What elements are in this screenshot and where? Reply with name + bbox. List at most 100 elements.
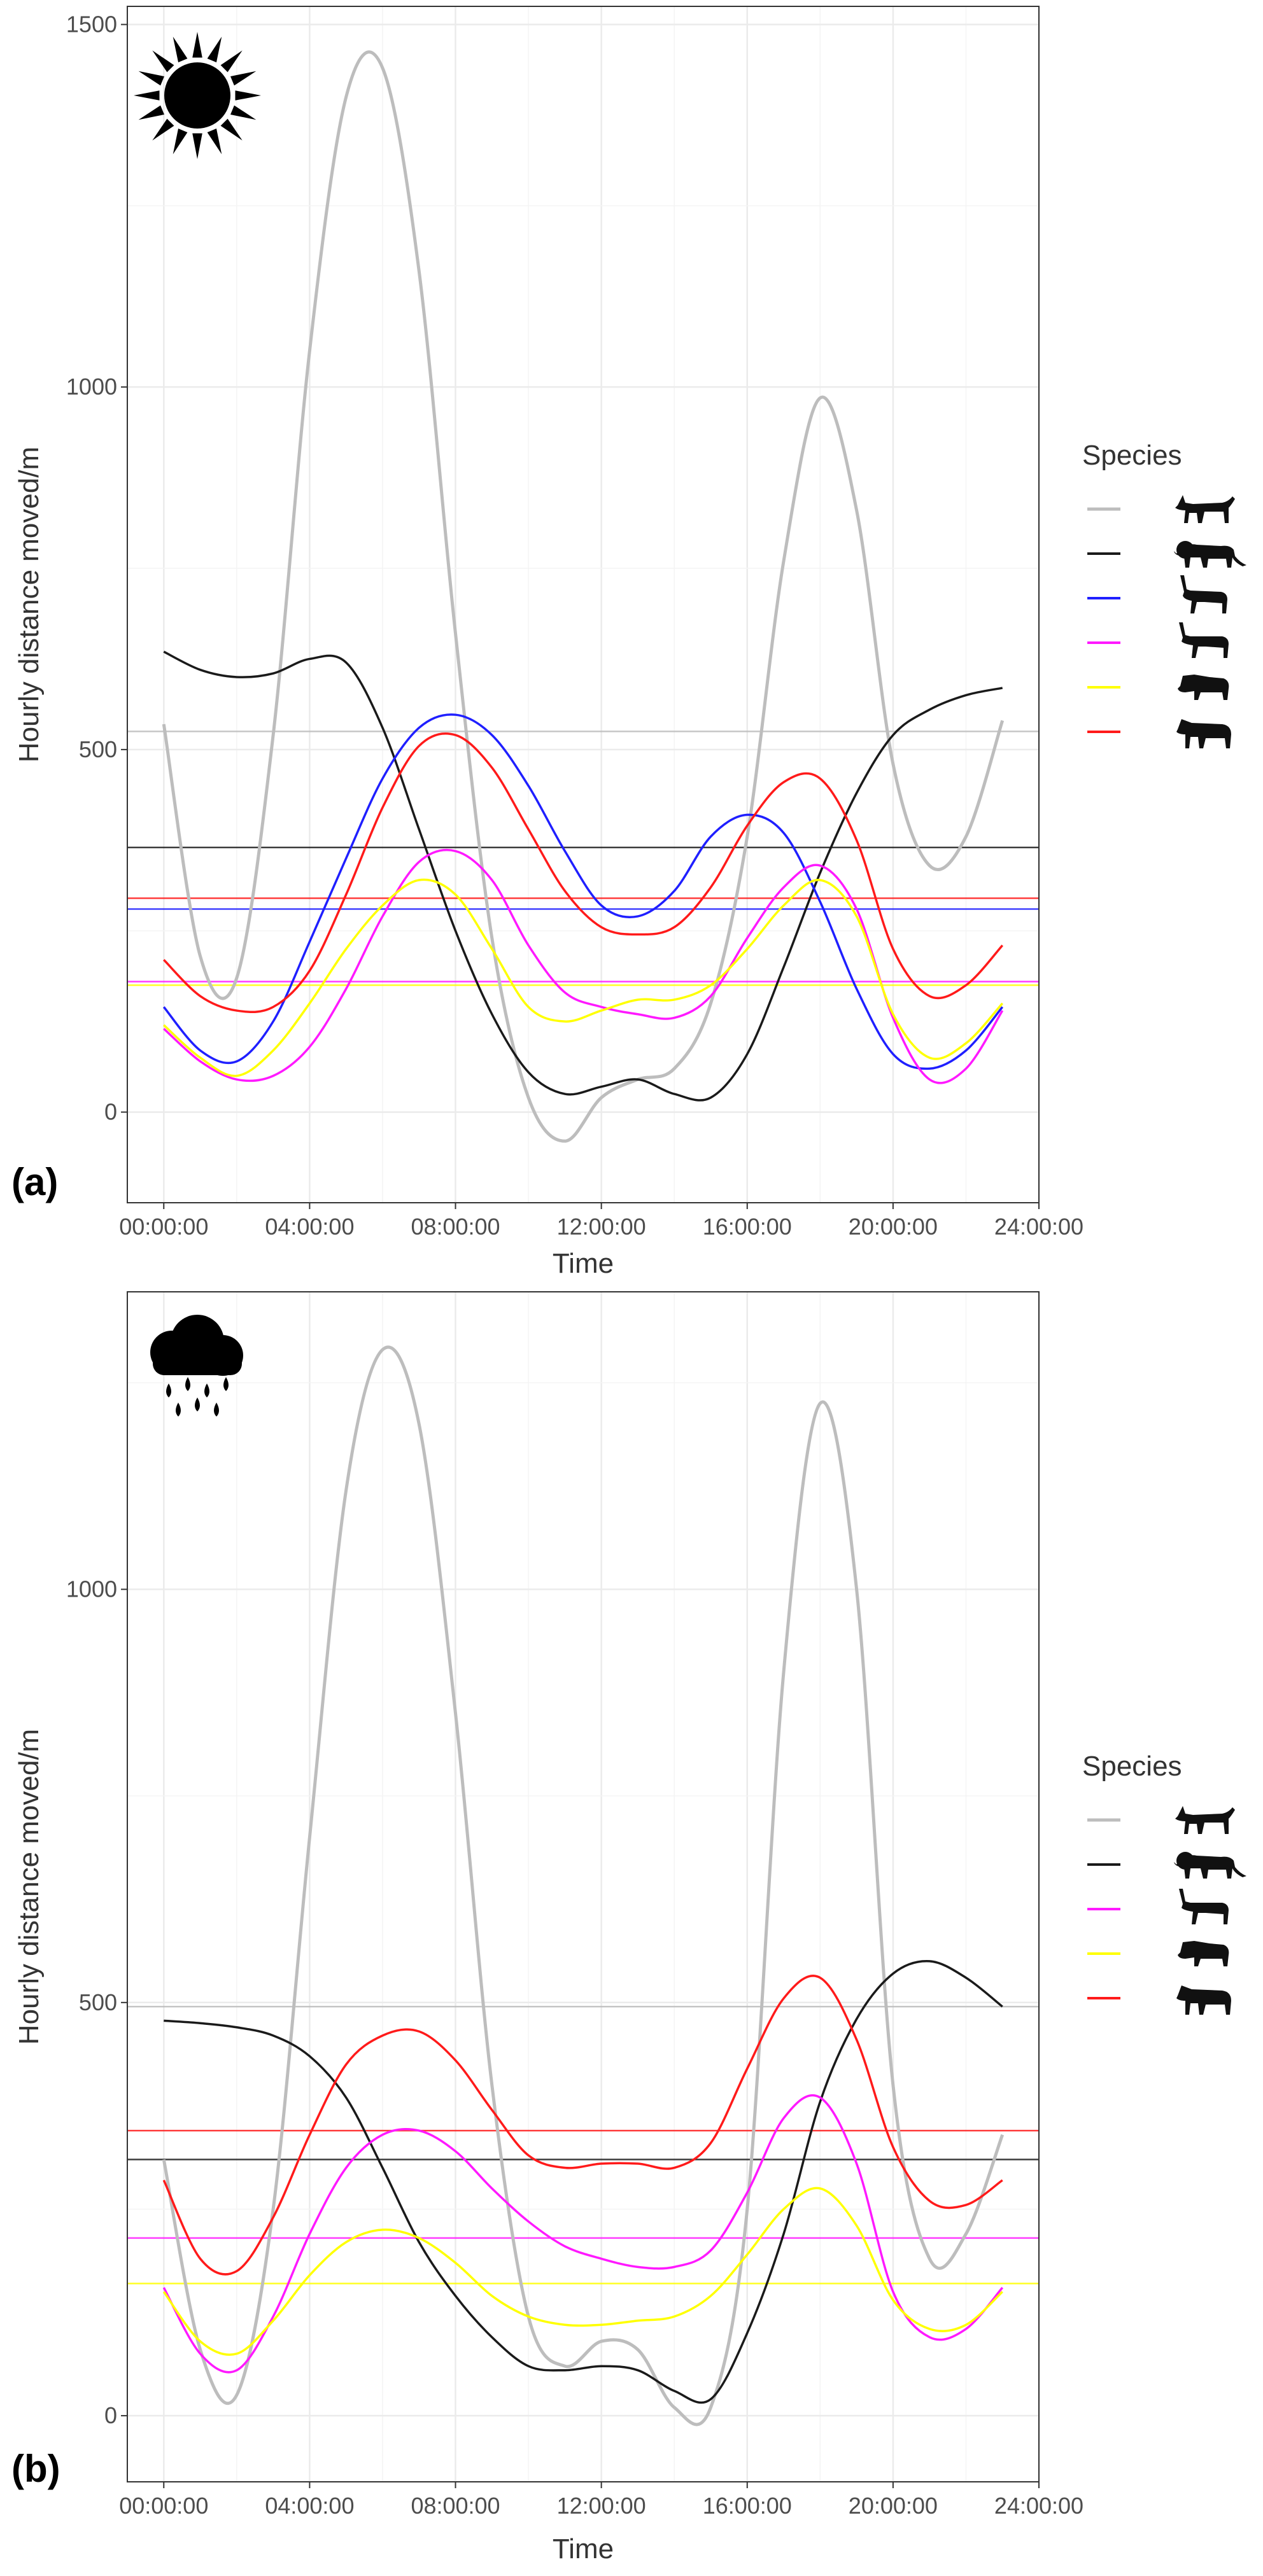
x-axis-title: Time [553, 1248, 614, 1279]
rain-drop [166, 1383, 171, 1397]
wild-dog-icon [1175, 1806, 1235, 1834]
antelope-icon [1179, 1889, 1229, 1924]
x-axis-title: Time [553, 2533, 614, 2565]
panel-label: (a) [11, 1161, 58, 1203]
legend-entry [1087, 1806, 1235, 1834]
y-tick-label: 500 [79, 1989, 117, 2015]
x-tick-label: 24:00:00 [994, 2493, 1083, 2519]
zebra-icon-shape [1176, 719, 1231, 748]
wildebeest-icon [1178, 1941, 1229, 1966]
impala-icon [1180, 575, 1227, 613]
series-line [162, 2094, 1004, 2374]
x-tick-label: 16:00:00 [703, 2493, 792, 2519]
sun-ray [207, 128, 222, 155]
legend-entry [1087, 575, 1227, 613]
wildebeest-icon [1178, 675, 1229, 700]
legend-entry [1087, 1985, 1231, 2015]
series-line [163, 650, 1003, 1102]
rain-drop [204, 1383, 209, 1397]
legend-entry [1087, 1941, 1229, 1966]
sun-ray [220, 118, 243, 141]
chart-panel-b: 0 500 1000 00:00:00 04:00:00 08:00:00 12:00:00… [11, 1291, 1246, 2565]
antelope-icon-shape [1179, 1889, 1229, 1924]
legend: Species [1082, 440, 1246, 748]
x-tick-label: 12:00:00 [557, 2493, 646, 2519]
legend-entry [1087, 1852, 1246, 1879]
legend-entry [1087, 541, 1246, 568]
x-tick-label: 20:00:00 [849, 1214, 938, 1240]
legend-entry [1087, 719, 1231, 748]
y-tick-label: 1000 [66, 1576, 117, 1602]
x-tick-label: 00:00:00 [119, 2493, 208, 2519]
sun-disc [164, 62, 230, 129]
lion-icon-mane [1176, 541, 1194, 559]
sun-ray [220, 50, 243, 73]
legend-entry [1087, 1889, 1229, 1924]
x-tick-label: 08:00:00 [411, 2493, 500, 2519]
sun-ray [192, 32, 202, 58]
series-line [164, 1960, 1003, 2404]
sun-ray [134, 90, 160, 101]
wildebeest-icon-shape [1178, 1941, 1229, 1966]
rain-cloud-icon [150, 1315, 243, 1417]
sun-ray [173, 36, 188, 63]
plot-border [127, 6, 1040, 1203]
legend-title: Species [1082, 440, 1182, 471]
rain-drop [195, 1397, 200, 1411]
impala-icon-shape [1180, 575, 1227, 613]
legend-title: Species [1082, 1751, 1182, 1782]
legend-entry [1087, 675, 1229, 700]
x-tick-label: 16:00:00 [703, 1214, 792, 1240]
series-line [163, 732, 1004, 1014]
sun-ray [173, 128, 188, 155]
y-tick-label: 0 [104, 1099, 117, 1125]
zebra-icon [1176, 719, 1231, 748]
series-line [162, 713, 1004, 1070]
sun-ray [230, 105, 257, 120]
antelope-icon-shape [1179, 622, 1229, 658]
x-tick-label: 04:00:00 [265, 2493, 354, 2519]
wild-dog-icon-shape [1175, 1806, 1235, 1834]
zebra-icon [1176, 1985, 1231, 2015]
legend-entry [1087, 495, 1235, 523]
x-tick-label: 20:00:00 [849, 2493, 938, 2519]
x-tick-label: 08:00:00 [411, 1214, 500, 1240]
sun-ray [152, 50, 174, 73]
x-tick-label: 00:00:00 [119, 1214, 208, 1240]
sun-ray [152, 118, 174, 141]
panel-label: (b) [11, 2447, 60, 2490]
sun-ray [192, 133, 202, 159]
wild-dog-icon [1175, 495, 1235, 523]
sun-ray [230, 71, 257, 86]
lion-icon [1174, 541, 1246, 568]
y-axis-title: Hourly distance moved/m [13, 1729, 45, 2045]
zebra-icon-shape [1176, 1985, 1231, 2015]
x-tick-label: 04:00:00 [265, 1214, 354, 1240]
series-line [162, 1345, 1005, 2426]
series-line [162, 1975, 1003, 2276]
y-axis-title: Hourly distance moved/m [13, 447, 45, 762]
plot-border [127, 1291, 1040, 2482]
series-line [163, 878, 1004, 1077]
sun-ray [138, 105, 165, 120]
lion-icon-mane [1176, 1852, 1194, 1870]
sun-icon [134, 32, 261, 159]
plot-background [127, 1292, 1039, 2482]
x-tick-label: 12:00:00 [557, 1214, 646, 1240]
wildebeest-icon-shape [1178, 675, 1229, 700]
wild-dog-icon-shape [1175, 495, 1235, 523]
cloud-base [153, 1352, 242, 1375]
plot-background [127, 6, 1039, 1203]
chart-panel-a: 0 500 1000 1500 00:00:00 04:00:00 08:00:00 12:0… [11, 6, 1246, 1279]
antelope-icon [1179, 622, 1229, 658]
y-tick-label: 500 [79, 736, 117, 762]
rain-drop [185, 1377, 190, 1391]
legend-entry [1087, 622, 1229, 658]
y-tick-label: 0 [104, 2402, 117, 2428]
legend: Species [1082, 1751, 1246, 2015]
sun-ray [138, 71, 165, 86]
x-tick-label: 24:00:00 [994, 1214, 1083, 1240]
lion-icon [1174, 1852, 1246, 1879]
y-tick-label: 1000 [66, 374, 117, 400]
